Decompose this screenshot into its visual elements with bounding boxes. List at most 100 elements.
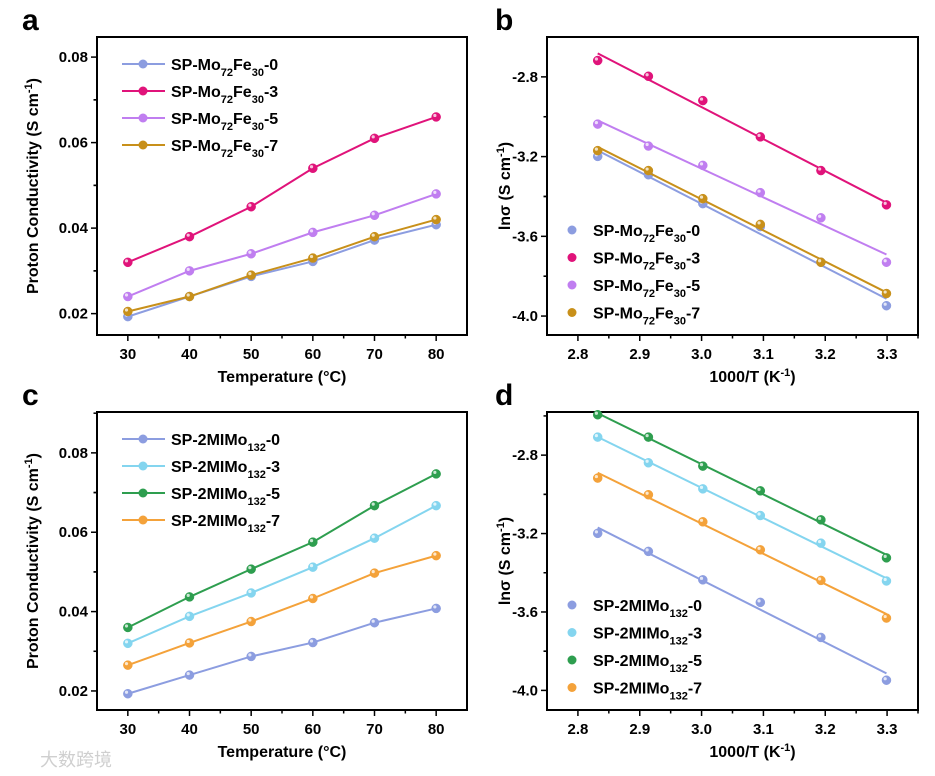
label-part: -7	[266, 513, 280, 530]
data-point	[246, 270, 256, 280]
data-point	[755, 132, 766, 142]
y-tick-label: 0.04	[59, 604, 89, 621]
label-part: 132	[669, 636, 687, 648]
panel-c: c 30 40 50 60 70 80 0.02 0.04 0.06 0.08 Temperature…	[22, 379, 468, 761]
legend-item: SP-Mo72Fe30-0	[567, 223, 700, 245]
legend-marker	[567, 225, 577, 235]
data-point-highlight	[645, 491, 649, 495]
y-tick-label: -3.6	[512, 228, 538, 245]
data-point-highlight	[645, 73, 649, 77]
legend-marker	[567, 628, 577, 637]
data-point	[643, 489, 654, 500]
label-part: 30	[674, 233, 686, 245]
data-point	[698, 160, 708, 171]
label-part: SP-2MIMo	[593, 653, 670, 670]
data-point	[592, 145, 603, 156]
data-point	[881, 257, 892, 267]
data-point-highlight	[186, 593, 190, 598]
legend-label: SP-2MIMo132-0	[593, 598, 702, 620]
x-tick-label: 2.8	[567, 721, 588, 738]
legend-marker	[138, 113, 148, 123]
data-point	[184, 266, 195, 276]
y-tick-label: 0.04	[59, 220, 89, 237]
data-point-highlight	[433, 552, 437, 556]
series-SP-Mo72Fe30-5	[592, 119, 892, 267]
data-point-highlight	[371, 619, 375, 623]
x-tick-label: 40	[181, 721, 198, 738]
data-point-highlight	[371, 535, 375, 539]
data-point-highlight	[124, 293, 129, 297]
legend-marker	[138, 434, 148, 444]
data-point	[246, 564, 256, 574]
data-point-highlight	[757, 189, 761, 193]
data-point-highlight	[433, 502, 437, 506]
y-tick-label: 0.06	[59, 135, 88, 152]
legend-item: SP-Mo72Fe30-7	[122, 138, 278, 160]
data-point	[308, 637, 318, 648]
label-part: )	[497, 517, 514, 522]
y-tick-label: 0.06	[59, 524, 88, 541]
label-part: 30	[252, 67, 264, 79]
data-point-highlight	[699, 485, 704, 489]
label-part: lnσ (S cm	[497, 532, 514, 605]
legend-label: SP-2MIMo132-3	[593, 626, 702, 648]
fit-line	[597, 471, 887, 615]
watermark: 大数跨境	[40, 750, 112, 770]
data-point-highlight	[818, 577, 822, 581]
legend-label: SP-2MIMo132-5	[171, 486, 280, 508]
data-point	[881, 200, 892, 210]
fit-line	[597, 52, 887, 204]
label-part: Temperature (°C)	[218, 744, 347, 761]
data-point	[246, 249, 256, 259]
series-SP-Mo72Fe30-5	[123, 189, 441, 302]
data-point	[755, 219, 766, 230]
label-part: 30	[252, 94, 264, 106]
data-point-highlight	[371, 570, 375, 574]
data-point-highlight	[645, 548, 649, 552]
data-point-highlight	[883, 554, 887, 558]
data-point-highlight	[186, 267, 190, 271]
x-axis-title: 1000/T (K-1)	[709, 367, 795, 386]
x-tick-label: 40	[181, 346, 198, 363]
label-part: 1000/T (K	[709, 369, 781, 386]
label-part: -1	[23, 458, 35, 468]
data-point-highlight	[757, 599, 761, 603]
data-point	[592, 432, 603, 442]
x-tick-label: 3.0	[691, 721, 712, 738]
x-tick-label: 50	[243, 721, 260, 738]
data-point	[123, 660, 133, 670]
data-point	[246, 201, 256, 212]
plot-frame	[96, 411, 468, 711]
label-part: )	[790, 744, 795, 761]
panel-b: b 2.8 2.9 3.0 3.1 3.2 3.3 -2.8 -3.2 -3.6 -4.0 1000/…	[495, 4, 919, 386]
data-point-highlight	[186, 293, 190, 297]
legend-item: SP-Mo72Fe30-3	[567, 251, 700, 273]
x-tick-label: 2.9	[629, 346, 650, 363]
label-part: SP-2MIMo	[171, 432, 248, 449]
series-SP-Mo72Fe30-7	[592, 145, 892, 299]
label-part: -0	[264, 57, 278, 74]
label-part: 1000/T (K	[709, 744, 781, 761]
data-point-highlight	[645, 433, 649, 438]
data-point-highlight	[594, 121, 599, 125]
data-point-highlight	[699, 97, 704, 101]
data-point	[592, 409, 603, 420]
data-point	[643, 141, 654, 151]
label-part: -7	[688, 681, 702, 698]
label-part: SP-Mo	[593, 278, 643, 295]
data-point-highlight	[186, 613, 190, 617]
y-tick-label: 0.08	[59, 445, 88, 462]
series-SP-2MIMo132-5	[592, 409, 892, 563]
panel-label: a	[22, 4, 39, 37]
data-point-highlight	[645, 167, 649, 171]
x-tick-label: 70	[366, 346, 383, 363]
data-point	[755, 545, 766, 555]
legend-item: SP-Mo72Fe30-5	[567, 278, 700, 300]
x-tick-label: 50	[243, 346, 260, 363]
data-point	[755, 486, 766, 496]
x-tick-label: 3.3	[877, 721, 898, 738]
data-point	[881, 576, 892, 586]
data-point-highlight	[757, 546, 761, 550]
data-point	[592, 55, 603, 66]
data-point-highlight	[124, 662, 129, 666]
